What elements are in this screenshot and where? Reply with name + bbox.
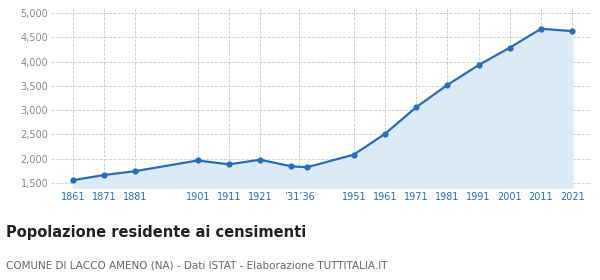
Point bbox=[287, 164, 296, 169]
Point bbox=[349, 152, 359, 157]
Point bbox=[380, 132, 390, 136]
Text: Popolazione residente ai censimenti: Popolazione residente ai censimenti bbox=[6, 225, 306, 240]
Point bbox=[130, 169, 140, 173]
Point bbox=[568, 29, 577, 33]
Point bbox=[68, 178, 77, 183]
Point bbox=[193, 158, 203, 163]
Point bbox=[474, 63, 484, 67]
Point bbox=[256, 158, 265, 162]
Point bbox=[505, 45, 515, 50]
Point bbox=[443, 83, 452, 87]
Point bbox=[302, 165, 312, 169]
Point bbox=[412, 105, 421, 109]
Text: COMUNE DI LACCO AMENO (NA) - Dati ISTAT - Elaborazione TUTTITALIA.IT: COMUNE DI LACCO AMENO (NA) - Dati ISTAT … bbox=[6, 261, 388, 271]
Point bbox=[99, 173, 109, 177]
Point bbox=[224, 162, 234, 167]
Point bbox=[536, 27, 546, 31]
